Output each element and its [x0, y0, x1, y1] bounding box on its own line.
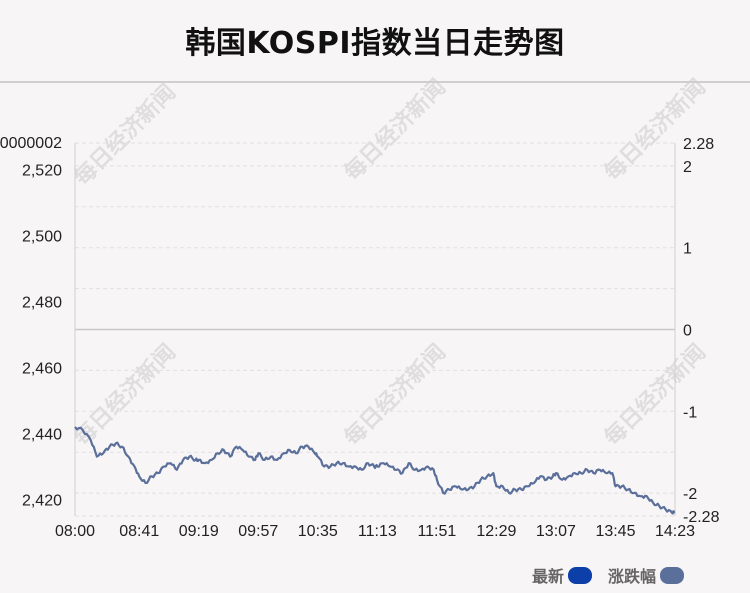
right-tick-label: 0 [683, 323, 692, 340]
legend-swatch-change-pct [660, 566, 684, 584]
left-tick-label: 2,520 [22, 162, 62, 179]
series-line [74, 426, 676, 515]
x-tick-label: 11:13 [358, 523, 397, 540]
right-tick-label: -1 [683, 404, 697, 421]
x-tick-label: 08:00 [55, 523, 95, 540]
x-tick-label: 09:57 [238, 523, 278, 540]
x-tick-label: 09:19 [179, 523, 219, 540]
left-tick-label: 2,440 [22, 426, 62, 443]
series-layer [74, 426, 676, 515]
watermark-text: 每日经济新闻 [339, 74, 451, 186]
x-tick-label: 13:45 [595, 523, 635, 540]
x-tick-label: 12:29 [476, 523, 516, 540]
watermark-text: 每日经济新闻 [339, 339, 451, 451]
left-tick-label: 2,500 [22, 228, 62, 245]
legend-label-change-pct: 涨跌幅 [607, 567, 656, 586]
legend-label-latest: 最新 [531, 567, 564, 586]
right-tick-label: -2 [683, 486, 697, 503]
legend: 最新 涨跌幅 [516, 563, 684, 587]
legend-swatch-latest [567, 566, 592, 584]
chart-grid [75, 142, 675, 517]
right-tick-label: 2.28 [683, 136, 714, 153]
left-axis-ticks: 2,420 2,440 2,460 2,480 2,500 2,520 0000002 [0, 135, 62, 509]
x-axis-ticks: 08:00 08:41 09:19 09:57 10:35 11:13 11:51 12:29… [55, 523, 695, 540]
left-tick-label: 2,420 [22, 492, 62, 509]
legend-item-change-pct[interactable]: 涨跌幅 [608, 563, 684, 587]
page-title: 韩国KOSPI指数当日走势图 [185, 26, 565, 61]
x-tick-label: 13:07 [536, 523, 576, 540]
left-tick-label: 2,480 [22, 294, 62, 311]
left-axis-top-label: 0000002 [0, 135, 62, 152]
watermark-text: 每日经济新闻 [599, 339, 711, 451]
x-tick-label: 08:41 [119, 523, 159, 540]
title-divider [0, 81, 750, 83]
x-tick-label: 10:35 [298, 523, 338, 540]
right-tick-label: 1 [683, 241, 692, 258]
right-tick-label: 2 [683, 159, 692, 176]
watermark-text: 每日经济新闻 [69, 79, 181, 191]
left-tick-label: 2,460 [22, 360, 62, 377]
x-tick-label: 14:23 [655, 523, 695, 540]
legend-item-latest[interactable]: 最新 [532, 563, 592, 587]
x-tick-label: 11:51 [417, 523, 456, 540]
right-tick-label: -2.28 [683, 509, 720, 526]
right-axis-ticks: -2.28 -2 -1 0 1 2 2.28 [683, 136, 720, 526]
watermark-text: 每日经济新闻 [599, 74, 711, 186]
chart-axes [74, 143, 676, 516]
